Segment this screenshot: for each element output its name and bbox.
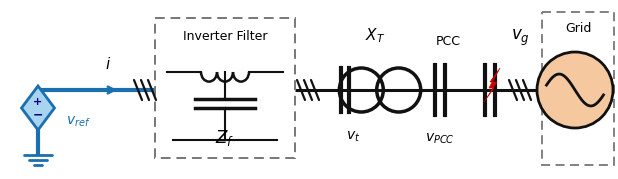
Text: $v_{ref}$: $v_{ref}$ [66, 115, 91, 129]
Text: $v_t$: $v_t$ [346, 130, 360, 144]
Text: PCC: PCC [436, 35, 460, 48]
Text: $v_g$: $v_g$ [510, 28, 530, 48]
Polygon shape [484, 68, 500, 102]
Circle shape [537, 52, 613, 128]
Text: +: + [33, 97, 43, 107]
Text: $i$: $i$ [105, 56, 111, 72]
Text: $X_T$: $X_T$ [365, 26, 385, 45]
Text: $v_{PCC}$: $v_{PCC}$ [425, 132, 455, 146]
Text: $Z_f$: $Z_f$ [215, 128, 235, 148]
Text: Inverter Filter: Inverter Filter [183, 30, 267, 43]
Text: Grid: Grid [565, 22, 591, 35]
FancyBboxPatch shape [155, 18, 295, 158]
Text: −: − [33, 108, 43, 122]
Polygon shape [22, 86, 54, 130]
